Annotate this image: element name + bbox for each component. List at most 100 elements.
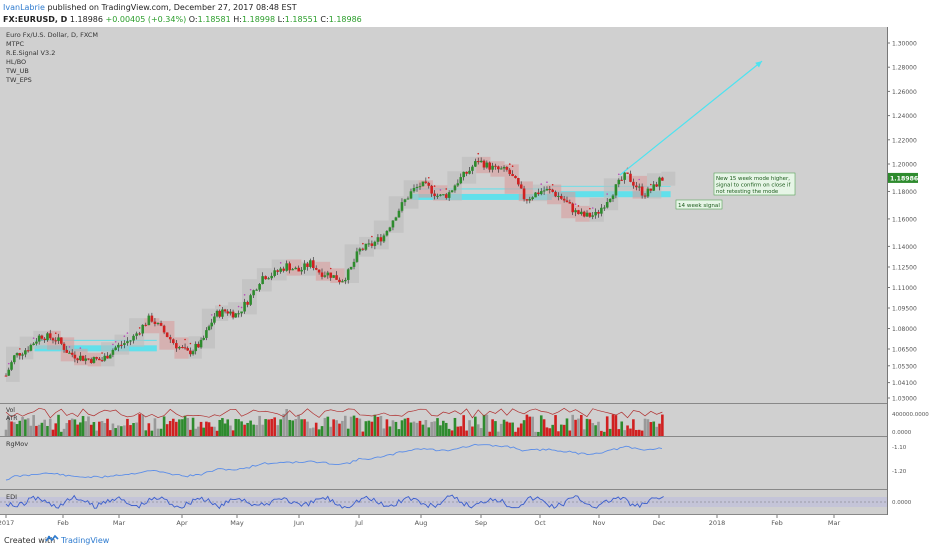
candle-body [620, 179, 624, 181]
rgmov-pane-label: RgMov [6, 440, 28, 448]
volume-bar [373, 414, 377, 436]
volume-bar [229, 425, 232, 436]
volume-bar [210, 426, 214, 436]
price-tick-label: 1.11000 [892, 285, 917, 292]
volume-bar [309, 428, 312, 436]
volume-bar [191, 417, 195, 436]
candle-body [40, 335, 44, 339]
volume-bar [456, 426, 460, 436]
indicator-label: HL/BO [6, 58, 26, 66]
volume-bar [249, 420, 252, 436]
signal-label-box [675, 199, 723, 210]
rgmov-pane-bg [0, 437, 887, 489]
symbol-label[interactable]: FX:EURUSD, D [3, 15, 68, 24]
volume-bar [175, 421, 178, 436]
volume-bar [48, 418, 52, 436]
publish-text: published on TradingView.com, December 2… [47, 3, 297, 12]
candle-body [258, 284, 261, 290]
time-tick-label: Mar [113, 519, 126, 527]
volume-bar [349, 416, 353, 436]
volume-bar [611, 414, 615, 436]
candle-body [421, 181, 425, 187]
candle-body [54, 340, 58, 342]
price-tick-label: 1.04100 [892, 380, 917, 387]
candle-body [367, 243, 371, 245]
candle-body [453, 185, 457, 191]
volume-bar [476, 424, 480, 436]
volume-bar [588, 419, 592, 436]
tradingview-brand-link[interactable]: TradingView [61, 536, 110, 545]
candle-body [542, 190, 546, 192]
candle-body [26, 350, 30, 352]
volume-bar [551, 424, 554, 436]
volume-bar [499, 423, 503, 436]
volume-bar [355, 417, 359, 436]
volume-bar [658, 423, 661, 436]
volume-bar [548, 428, 552, 436]
candle-body [568, 202, 572, 204]
candle-body [462, 171, 465, 178]
weekly-range-box [661, 171, 676, 186]
candle-body [249, 295, 252, 305]
candle-body [522, 188, 526, 200]
price-tick-label: 1.20000 [892, 162, 917, 169]
volume-bar [12, 422, 16, 436]
candle-body [317, 269, 321, 273]
volume-bar [497, 431, 500, 436]
candle-body [311, 260, 315, 269]
volume-bar [51, 429, 55, 436]
candle-body [418, 186, 422, 188]
candle-body [436, 195, 439, 197]
volume-bar [4, 429, 8, 436]
candle-body [59, 337, 63, 344]
volume-bar [459, 426, 463, 436]
volume-bar [73, 419, 77, 436]
candle-body [207, 326, 211, 331]
volume-bar [189, 429, 192, 436]
volume-bar [95, 430, 98, 436]
volume-bar [517, 427, 520, 436]
candle-body [450, 190, 454, 193]
volume-bar [522, 420, 526, 436]
volume-bar [92, 422, 96, 436]
candle-body [7, 369, 11, 376]
candle-body [355, 251, 359, 262]
price-axis[interactable]: 1.30000 1.28000 1.26000 1.24000 1.22000 1.200… [887, 27, 932, 515]
candle-body [352, 261, 356, 267]
volume-bar [54, 423, 58, 436]
signal-dot [577, 205, 580, 207]
candle-body [117, 344, 120, 348]
author-link[interactable]: IvanLabrie [3, 3, 45, 12]
volume-bar [364, 421, 368, 436]
volume-bar [62, 428, 66, 436]
weekly-range-box [518, 181, 533, 202]
candle-body [276, 270, 279, 272]
signal-dot [240, 306, 243, 309]
candle-body [51, 338, 55, 341]
candle-body [626, 172, 629, 174]
candle-body [505, 166, 509, 170]
volume-bar [111, 423, 115, 436]
candle-body [92, 357, 96, 363]
candle-body [138, 333, 141, 335]
weekly-range-box [19, 336, 34, 360]
candle-body [37, 335, 41, 342]
candle-body [270, 275, 273, 279]
candle-body [379, 237, 383, 242]
volume-bar [144, 430, 148, 436]
volume-bar [26, 418, 30, 436]
volume-bar [585, 418, 589, 436]
signal-dot [114, 340, 117, 343]
open-label: O: [188, 15, 198, 24]
volume-bar [554, 415, 557, 436]
volume-bar [602, 431, 606, 436]
note-box [713, 172, 796, 196]
time-axis: 2017 Feb Mar Apr May Jun Jul Aug Sep Oct Nov Dec 201… [0, 515, 932, 529]
volume-bar [103, 422, 107, 436]
candle-body [430, 185, 433, 194]
signal-dot [427, 176, 430, 179]
candle-body [126, 341, 129, 344]
volume-bar [643, 418, 647, 436]
candle-body [531, 197, 534, 200]
